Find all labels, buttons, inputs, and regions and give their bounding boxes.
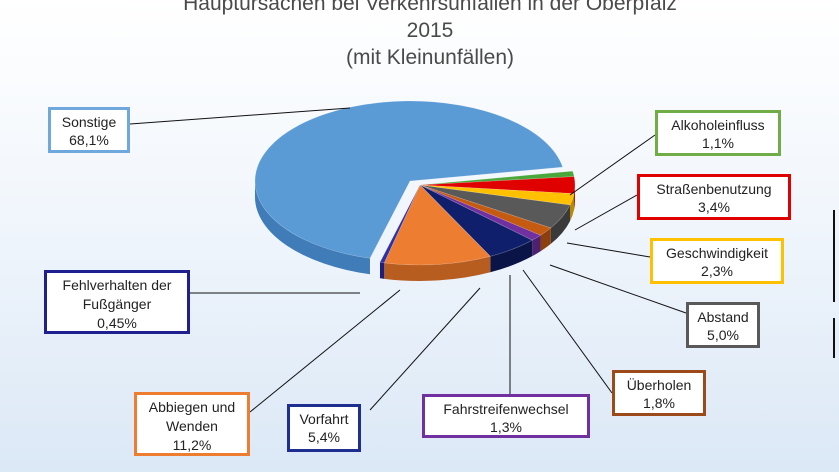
label-abbiegen: Abbiegen und Wenden 11,2% [134, 392, 250, 456]
label-alkohol: Alkoholeinfluss 1,1% [655, 110, 781, 156]
leader-lines [129, 107, 687, 413]
label-abstand-name: Abstand [697, 309, 749, 325]
label-fahrstreifenwechsel-name: Fahrstreifenwechsel [443, 401, 569, 417]
label-fussgaenger: Fehlverhalten der Fußgänger 0,45% [44, 270, 190, 334]
pie-side-geschwindigkeit [570, 193, 575, 221]
label-abstand-value: 5,0% [707, 327, 739, 343]
label-ueberholen-name: Überholen [626, 377, 692, 393]
leader-line-geschwindigkeit [566, 242, 651, 258]
label-ueberholen-value: 1,8% [643, 395, 675, 411]
right-edge-line-bottom [833, 318, 835, 358]
label-alkohol-name: Alkoholeinfluss [671, 117, 765, 133]
label-vorfahrt-value: 5,4% [308, 429, 340, 445]
label-vorfahrt: Vorfahrt 5,4% [287, 404, 361, 452]
label-strassenbenutzung-value: 3,4% [698, 199, 730, 215]
leader-line-alkohol [569, 134, 656, 196]
label-sonstige-value: 68,1% [69, 132, 109, 148]
leader-line-abbiegen [249, 289, 401, 413]
chart-title-year: 2015 [406, 19, 454, 42]
leader-line-ueberholen [522, 269, 613, 394]
leader-line-strassenbenutzung [574, 194, 638, 231]
label-abbiegen-name: Abbiegen und Wenden [148, 399, 236, 434]
pie-side-abbiegen-und-wenden [384, 256, 491, 281]
pie-slice-vorfahrt [419, 184, 533, 257]
pie-slice-sonstige [254, 100, 564, 259]
chart-subtitle: (mit Kleinunfällen) [345, 46, 515, 69]
label-geschwindigkeit-value: 2,3% [701, 263, 733, 279]
pie-side-abstand [550, 204, 571, 244]
pie-side-fahrstreifenwechsel [532, 235, 541, 257]
right-edge-line-top [833, 210, 835, 302]
pie-slice-alkoholeinfluss [419, 170, 575, 186]
label-fahrstreifenwechsel: Fahrstreifenwechsel 1,3% [422, 394, 590, 438]
label-abstand: Abstand 5,0% [686, 302, 760, 348]
label-geschwindigkeit-name: Geschwindigkeit [666, 245, 768, 261]
label-sonstige: Sonstige 68,1% [48, 107, 130, 153]
pie-slices [254, 100, 576, 281]
pie-slice-fahrstreifenwechsel [419, 184, 542, 241]
pie-side-fehlverhalten-der-fussgaenger [379, 262, 385, 279]
leader-line-abstand [549, 264, 687, 314]
label-ueberholen: Überholen 1,8% [612, 370, 706, 416]
chart-title-block: Hauptursachen bei Verkehrsunfällen in de… [120, 0, 740, 71]
label-strassenbenutzung: Straßenbenutzung 3,4% [637, 174, 791, 220]
label-abbiegen-value: 11,2% [172, 437, 212, 453]
label-sonstige-name: Sonstige [61, 114, 117, 130]
pie-side-vorfahrt [490, 240, 533, 273]
label-alkohol-value: 1,1% [702, 135, 734, 151]
pie-slice-ueberholen [419, 184, 552, 236]
label-geschwindigkeit: Geschwindigkeit 2,3% [650, 238, 784, 284]
pie-side-ueberholen [540, 227, 551, 252]
pie-slice-geschwindigkeit [419, 184, 575, 206]
label-vorfahrt-name: Vorfahrt [299, 411, 349, 427]
chart-title: Hauptursachen bei Verkehrsunfällen in de… [183, 0, 677, 15]
pie-slice-fehlverhalten-der-fussgaenger [379, 184, 421, 264]
pie-slice-abstand [419, 184, 571, 229]
pie-slice-abbiegen-und-wenden [383, 184, 491, 266]
label-fussgaenger-value: 0,45% [97, 315, 137, 331]
pie-side-sonstige [255, 181, 370, 275]
leader-line-sonstige [129, 107, 351, 125]
label-fussgaenger-name: Fehlverhalten der Fußgänger [62, 277, 172, 312]
label-fahrstreifenwechsel-value: 1,3% [490, 419, 522, 435]
leader-line-vorfahrt [369, 287, 481, 411]
pie-slice-strassenbenutzung [419, 176, 576, 194]
label-strassenbenutzung-name: Straßenbenutzung [656, 181, 772, 197]
